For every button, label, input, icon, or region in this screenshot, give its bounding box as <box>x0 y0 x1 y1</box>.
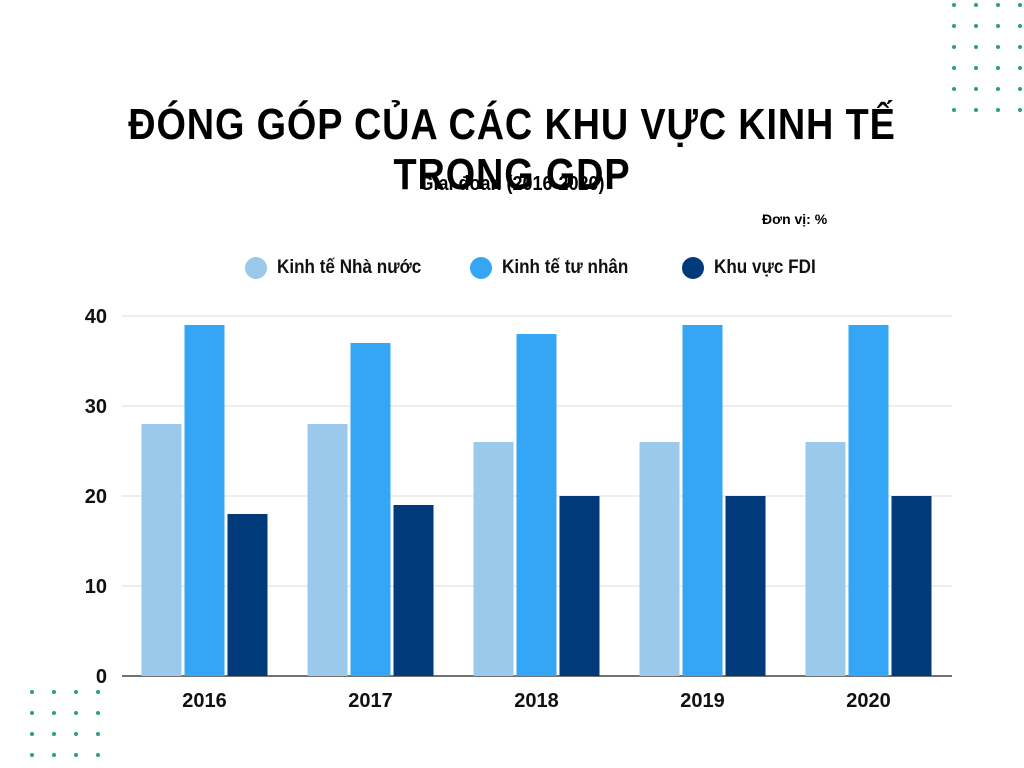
decorative-dot <box>1018 66 1022 70</box>
decorative-dot <box>52 711 56 715</box>
bar-khu-vực-fdi-2019 <box>725 496 766 676</box>
decorative-dot <box>974 108 978 112</box>
decorative-dot <box>74 753 78 757</box>
decorative-dot <box>952 24 956 28</box>
decorative-dot <box>996 24 1000 28</box>
bar-kinh-tế-tư-nhân-2018 <box>516 334 557 676</box>
y-tick-label: 10 <box>85 576 107 598</box>
decorative-dot <box>996 3 1000 7</box>
legend-swatch-state <box>245 257 267 279</box>
bar-kinh-tế-nhà-nước-2016 <box>141 424 182 676</box>
bar-kinh-tế-tư-nhân-2019 <box>682 325 723 676</box>
x-tick-label: 2018 <box>514 690 559 712</box>
decorative-dot <box>1018 45 1022 49</box>
decorative-dot <box>974 45 978 49</box>
bar-khu-vực-fdi-2018 <box>559 496 600 676</box>
decorative-dot <box>996 66 1000 70</box>
y-tick-label: 40 <box>85 306 107 328</box>
bar-kinh-tế-nhà-nước-2018 <box>473 442 514 676</box>
bar-kinh-tế-tư-nhân-2017 <box>350 343 391 676</box>
decorative-dot <box>974 3 978 7</box>
unit-label: Đơn vị: % <box>762 211 828 227</box>
decorative-dot <box>974 24 978 28</box>
bar-kinh-tế-nhà-nước-2019 <box>639 442 680 676</box>
bar-kinh-tế-tư-nhân-2016 <box>184 325 225 676</box>
decorative-dot <box>952 66 956 70</box>
decorative-dot <box>974 87 978 91</box>
bar-khu-vực-fdi-2020 <box>891 496 932 676</box>
decorative-dot <box>74 732 78 736</box>
legend-item-state: Kinh tế Nhà nước <box>245 257 437 279</box>
x-tick-label: 2016 <box>182 690 227 712</box>
decorative-dot <box>996 45 1000 49</box>
decorative-dot <box>952 3 956 7</box>
decorative-dot <box>96 732 100 736</box>
decorative-dot <box>96 711 100 715</box>
legend-label-private: Kinh tế tư nhân <box>502 257 629 278</box>
decorative-dot <box>30 711 34 715</box>
bar-kinh-tế-tư-nhân-2020 <box>848 325 889 676</box>
legend-item-private: Kinh tế tư nhân <box>470 257 642 279</box>
legend-label-fdi: Khu vực FDI <box>714 257 816 278</box>
decorative-dot <box>96 690 100 694</box>
bar-khu-vực-fdi-2016 <box>227 514 268 676</box>
decorative-dot <box>952 45 956 49</box>
y-tick-label: 0 <box>96 666 107 688</box>
decorative-dot <box>30 753 34 757</box>
decorative-dot <box>96 753 100 757</box>
bar-kinh-tế-nhà-nước-2020 <box>805 442 846 676</box>
decorative-dot <box>30 732 34 736</box>
legend-item-fdi: Khu vực FDI <box>682 257 827 279</box>
legend: Kinh tế Nhà nước Kinh tế tư nhân Khu vực… <box>0 257 1024 287</box>
legend-label-state: Kinh tế Nhà nước <box>277 257 422 278</box>
decorative-dot <box>74 711 78 715</box>
decorative-dot <box>1018 87 1022 91</box>
decorative-dot <box>52 732 56 736</box>
legend-swatch-fdi <box>682 257 704 279</box>
decorative-dot <box>74 690 78 694</box>
y-tick-label: 30 <box>85 396 107 418</box>
decorative-dot <box>996 87 1000 91</box>
bar-kinh-tế-nhà-nước-2017 <box>307 424 348 676</box>
decorative-dot <box>52 690 56 694</box>
decorative-dot <box>1018 3 1022 7</box>
y-tick-label: 20 <box>85 486 107 508</box>
decorative-dot <box>952 108 956 112</box>
x-tick-label: 2017 <box>348 690 393 712</box>
decorative-dot <box>1018 108 1022 112</box>
decorative-dot <box>974 66 978 70</box>
x-tick-label: 2020 <box>846 690 891 712</box>
bar-khu-vực-fdi-2017 <box>393 505 434 676</box>
decorative-dot <box>52 753 56 757</box>
decorative-dot <box>1018 24 1022 28</box>
x-tick-label: 2019 <box>680 690 725 712</box>
decorative-dot <box>30 690 34 694</box>
decorative-dot <box>996 108 1000 112</box>
chart-title: ĐÓNG GÓP CỦA CÁC KHU VỰC KINH TẾ TRONG G… <box>128 100 896 199</box>
chart-subtitle: Giai đoan (2016-2020) <box>419 173 605 195</box>
legend-swatch-private <box>470 257 492 279</box>
decorative-dot <box>952 87 956 91</box>
